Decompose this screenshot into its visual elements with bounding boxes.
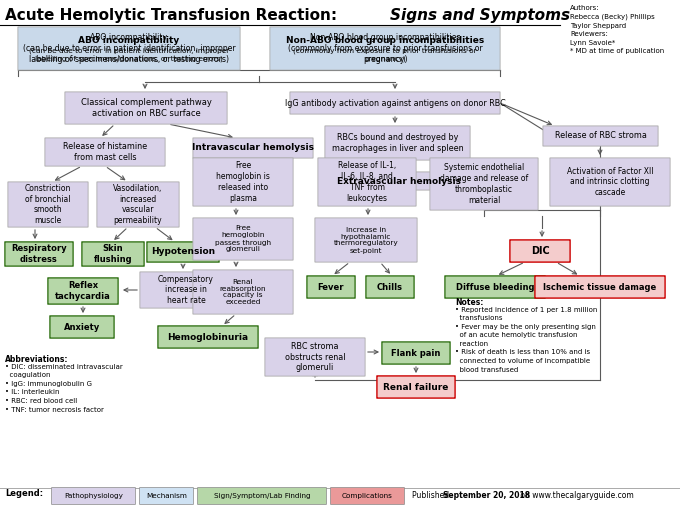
FancyBboxPatch shape bbox=[193, 138, 313, 158]
Text: (commonly from exposure to prior transfusions or
pregnancy): (commonly from exposure to prior transfu… bbox=[293, 47, 477, 62]
FancyBboxPatch shape bbox=[48, 278, 118, 304]
Text: Mechanism: Mechanism bbox=[146, 493, 187, 499]
Text: Diffuse bleeding: Diffuse bleeding bbox=[456, 282, 534, 292]
Text: Legend:: Legend: bbox=[5, 490, 43, 498]
Text: Hemoglobinuria: Hemoglobinuria bbox=[167, 332, 249, 342]
FancyBboxPatch shape bbox=[430, 158, 538, 210]
FancyBboxPatch shape bbox=[315, 218, 417, 262]
Text: Activation of Factor XII
and intrinsic clotting
cascade: Activation of Factor XII and intrinsic c… bbox=[566, 167, 653, 197]
FancyBboxPatch shape bbox=[50, 316, 114, 338]
FancyBboxPatch shape bbox=[510, 240, 570, 262]
Text: Free
hemoglobin is
released into
plasma: Free hemoglobin is released into plasma bbox=[216, 161, 270, 203]
FancyBboxPatch shape bbox=[139, 488, 194, 504]
Text: IgG antibody activation against antigens on donor RBC: IgG antibody activation against antigens… bbox=[285, 99, 505, 107]
FancyBboxPatch shape bbox=[377, 376, 455, 398]
FancyBboxPatch shape bbox=[265, 338, 365, 376]
Text: Ischemic tissue damage: Ischemic tissue damage bbox=[543, 282, 657, 292]
Text: • DIC: disseminated intravascular
  coagulation
• IgG: immunoglobulin G
• IL: in: • DIC: disseminated intravascular coagul… bbox=[5, 364, 123, 412]
Text: Systemic endothelial
damage and release of
thromboplastic
material: Systemic endothelial damage and release … bbox=[440, 163, 528, 205]
Text: DIC: DIC bbox=[530, 246, 549, 256]
Text: Authors:
Rebecca (Becky) Phillips
Taylor Sheppard
Reviewers:
Lynn Savoie*
* MD a: Authors: Rebecca (Becky) Phillips Taylor… bbox=[570, 5, 664, 54]
Text: ABO incompatibility: ABO incompatibility bbox=[78, 36, 180, 45]
FancyBboxPatch shape bbox=[82, 242, 144, 266]
Text: Flank pain: Flank pain bbox=[391, 349, 441, 357]
FancyBboxPatch shape bbox=[335, 172, 463, 190]
FancyBboxPatch shape bbox=[8, 182, 88, 227]
Text: Non-ABO blood group incompatibilities
(commonly from exposure to prior transfusi: Non-ABO blood group incompatibilities (c… bbox=[288, 33, 482, 65]
Text: Release of IL-1,
IL-6, IL-8, and
TNF from
leukocytes: Release of IL-1, IL-6, IL-8, and TNF fro… bbox=[338, 161, 396, 203]
Text: • Reported incidence of 1 per 1.8 million
  transfusions
• Fever may be the only: • Reported incidence of 1 per 1.8 millio… bbox=[455, 307, 597, 373]
Text: Sign/Symptom/Lab Finding: Sign/Symptom/Lab Finding bbox=[214, 493, 310, 499]
Text: Hypotension: Hypotension bbox=[151, 247, 215, 257]
Text: Published: Published bbox=[412, 492, 452, 500]
FancyBboxPatch shape bbox=[535, 276, 665, 298]
Text: Constriction
of bronchial
smooth
muscle: Constriction of bronchial smooth muscle bbox=[24, 184, 71, 225]
FancyBboxPatch shape bbox=[140, 272, 232, 308]
Text: Notes:: Notes: bbox=[455, 298, 483, 307]
FancyBboxPatch shape bbox=[382, 342, 450, 364]
Text: Compensatory
increase in
heart rate: Compensatory increase in heart rate bbox=[158, 275, 214, 305]
Text: Acute Hemolytic Transfusion Reaction:: Acute Hemolytic Transfusion Reaction: bbox=[5, 8, 342, 23]
Text: Classical complement pathway
activation on RBC surface: Classical complement pathway activation … bbox=[80, 98, 211, 118]
FancyBboxPatch shape bbox=[65, 92, 227, 124]
FancyBboxPatch shape bbox=[193, 270, 293, 314]
FancyBboxPatch shape bbox=[330, 488, 405, 504]
Text: Vasodilation,
increased
vascular
permeability: Vasodilation, increased vascular permeab… bbox=[114, 184, 163, 225]
FancyBboxPatch shape bbox=[193, 218, 293, 260]
FancyBboxPatch shape bbox=[290, 92, 500, 114]
Text: Intravascular hemolysis: Intravascular hemolysis bbox=[192, 144, 314, 153]
FancyBboxPatch shape bbox=[543, 126, 658, 146]
FancyBboxPatch shape bbox=[97, 182, 179, 227]
Text: Abbreviations:: Abbreviations: bbox=[5, 355, 69, 364]
FancyBboxPatch shape bbox=[193, 158, 293, 206]
FancyBboxPatch shape bbox=[158, 326, 258, 348]
FancyBboxPatch shape bbox=[270, 27, 500, 70]
Text: RBC stroma
obstructs renal
glomeruli: RBC stroma obstructs renal glomeruli bbox=[285, 342, 345, 372]
FancyBboxPatch shape bbox=[318, 158, 416, 206]
Text: Skin
flushing: Skin flushing bbox=[94, 244, 133, 264]
Text: Reflex
tachycardia: Reflex tachycardia bbox=[55, 281, 111, 301]
Text: Pathophysiology: Pathophysiology bbox=[64, 493, 123, 499]
Text: Anxiety: Anxiety bbox=[64, 323, 100, 331]
FancyBboxPatch shape bbox=[307, 276, 355, 298]
FancyBboxPatch shape bbox=[445, 276, 545, 298]
FancyBboxPatch shape bbox=[52, 488, 135, 504]
Text: Release of RBC stroma: Release of RBC stroma bbox=[555, 131, 647, 140]
Text: Non-ABO blood group incompatibilities: Non-ABO blood group incompatibilities bbox=[286, 36, 484, 45]
FancyBboxPatch shape bbox=[147, 242, 219, 262]
Text: ABO incompatibility
(can be due to error in patient identification, improper
lab: ABO incompatibility (can be due to error… bbox=[22, 33, 235, 65]
Text: Chills: Chills bbox=[377, 282, 403, 292]
FancyBboxPatch shape bbox=[325, 126, 470, 160]
Text: Renal failure: Renal failure bbox=[384, 382, 449, 391]
Text: Free
hemoglobin
passes through
glomeruli: Free hemoglobin passes through glomeruli bbox=[215, 225, 271, 252]
Text: Release of histamine
from mast cells: Release of histamine from mast cells bbox=[63, 142, 147, 162]
Text: Extravascular hemolysis: Extravascular hemolysis bbox=[337, 177, 461, 185]
FancyBboxPatch shape bbox=[366, 276, 414, 298]
FancyBboxPatch shape bbox=[197, 488, 326, 504]
FancyBboxPatch shape bbox=[550, 158, 670, 206]
Text: Complications: Complications bbox=[342, 493, 393, 499]
Text: Respiratory
distress: Respiratory distress bbox=[11, 244, 67, 264]
Text: Signs and Symptoms: Signs and Symptoms bbox=[390, 8, 570, 23]
Text: RBCs bound and destroyed by
macrophages in liver and spleen: RBCs bound and destroyed by macrophages … bbox=[332, 133, 463, 153]
Text: Fever: Fever bbox=[318, 282, 344, 292]
Text: September 20, 2018: September 20, 2018 bbox=[443, 492, 530, 500]
FancyBboxPatch shape bbox=[45, 138, 165, 166]
FancyBboxPatch shape bbox=[5, 242, 73, 266]
Text: (can be due to error in patient identification, improper
labelling of specimens/: (can be due to error in patient identifi… bbox=[29, 47, 229, 62]
FancyBboxPatch shape bbox=[18, 27, 240, 70]
Text: Renal
reabsorption
capacity is
exceeded: Renal reabsorption capacity is exceeded bbox=[220, 278, 267, 305]
Text: on www.thecalgaryguide.com: on www.thecalgaryguide.com bbox=[518, 492, 634, 500]
Text: Increase in
hypothalamic
thermoregulatory
set-point: Increase in hypothalamic thermoregulator… bbox=[334, 227, 398, 253]
